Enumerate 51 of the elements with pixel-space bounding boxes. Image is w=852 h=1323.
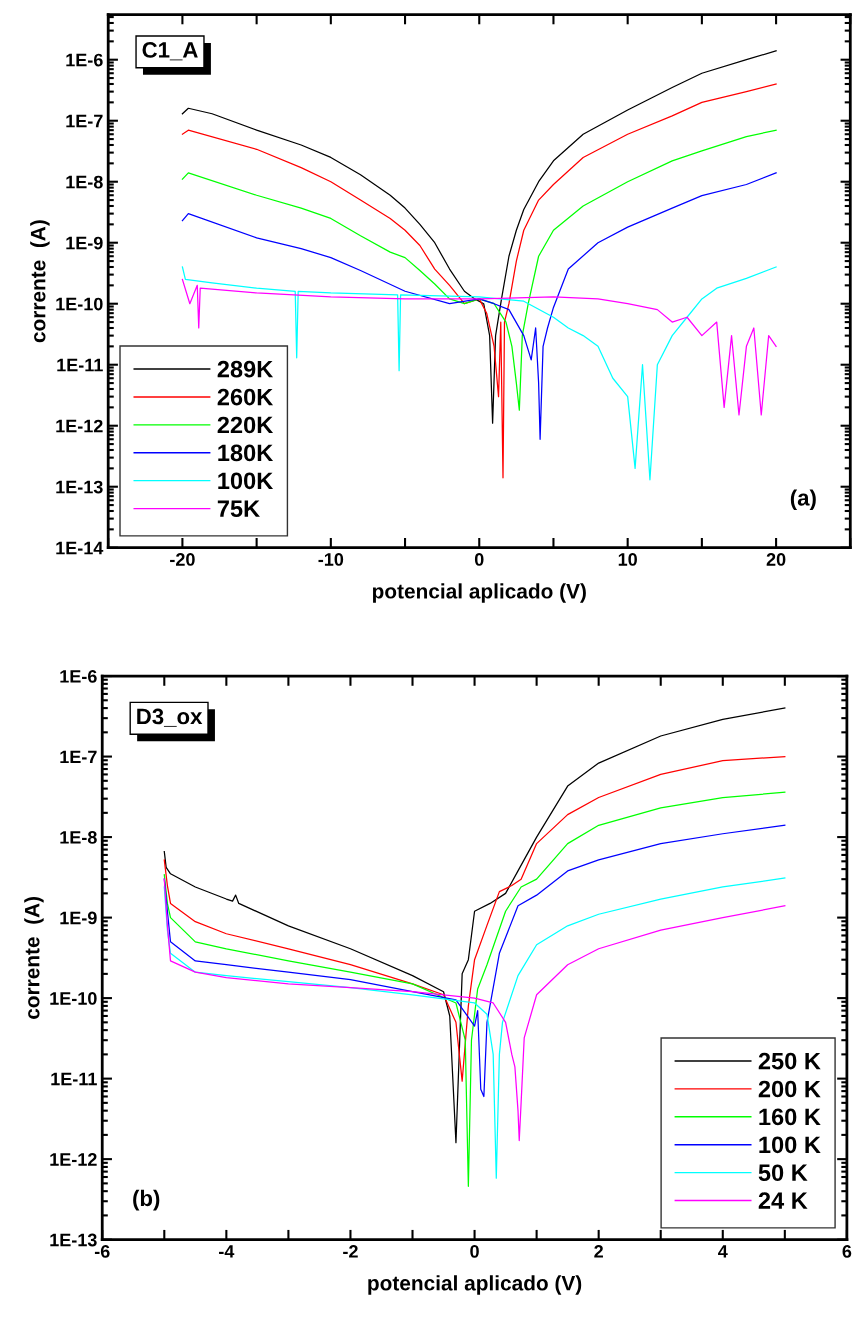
legend-label: 250 K	[758, 1052, 821, 1070]
legend-label: 24 K	[758, 1192, 808, 1209]
y-tick-label: 1E-12	[56, 419, 103, 433]
x-tick-label: -2	[343, 1244, 358, 1258]
legend-label: 260K	[217, 388, 274, 406]
y-axis-title: corrente (A)	[24, 896, 44, 1019]
y-tick-label: 1E-6	[60, 669, 97, 683]
y-tick-label: 1E-12	[50, 1153, 97, 1166]
x-tick-label: 2	[594, 1244, 603, 1258]
line-series	[181, 278, 777, 416]
legend-label: 200 K	[758, 1080, 821, 1098]
annotation: (a)	[790, 489, 816, 511]
y-tick-label: 1E-14	[56, 541, 104, 555]
x-tick-label: 0	[470, 1244, 479, 1258]
x-tick-label: 4	[718, 1245, 728, 1258]
y-tick-label: 1E-8	[66, 175, 103, 189]
y-tick-label: 1E-8	[60, 831, 97, 844]
x-tick-label: 20	[766, 553, 786, 566]
annotation: (b)	[133, 1189, 160, 1211]
x-axis-title: potencial aplicado (V)	[372, 583, 586, 603]
legend-label: 220K	[217, 416, 274, 434]
y-tick-label: 1E-9	[66, 236, 103, 250]
x-tick-label: -10	[318, 553, 344, 566]
x-tick-label: 0	[474, 553, 484, 566]
y-tick-label: 1E-13	[56, 480, 103, 494]
y-tick-label: 1E-11	[57, 358, 103, 372]
y-tick-label: 1E-10	[56, 297, 103, 311]
legend-label: 100 K	[759, 1136, 821, 1154]
x-tick-label: 6	[842, 1244, 852, 1258]
y-tick-label: 1E-7	[60, 750, 97, 764]
x-tick-label: -4	[219, 1245, 235, 1258]
legend-label: 160 K	[759, 1108, 821, 1126]
legend-label: 75K	[217, 500, 260, 518]
y-tick-label: 1E-9	[60, 911, 97, 925]
x-tick-label: 10	[618, 553, 637, 566]
y-tick-label: 1E-7	[66, 114, 103, 128]
y-axis-title: corrente (A)	[30, 220, 50, 343]
y-tick-label: 1E-11	[51, 1072, 97, 1086]
legend-label: 289K	[217, 360, 274, 378]
x-axis-title: potencial aplicado (V)	[368, 1275, 582, 1295]
line-series	[181, 172, 777, 440]
legend-label: 50 K	[758, 1164, 808, 1182]
y-tick-label: 1E-10	[50, 992, 97, 1005]
annotation: D3_ox	[137, 708, 203, 727]
annotation: C1_A	[142, 42, 198, 61]
line-series	[181, 129, 777, 411]
legend-label: 180K	[218, 444, 274, 462]
legend-label: 100K	[218, 472, 274, 490]
x-tick-label: -20	[170, 553, 195, 566]
y-tick-label: 1E-6	[66, 53, 103, 67]
y-tick-label: 1E-13	[50, 1233, 97, 1247]
